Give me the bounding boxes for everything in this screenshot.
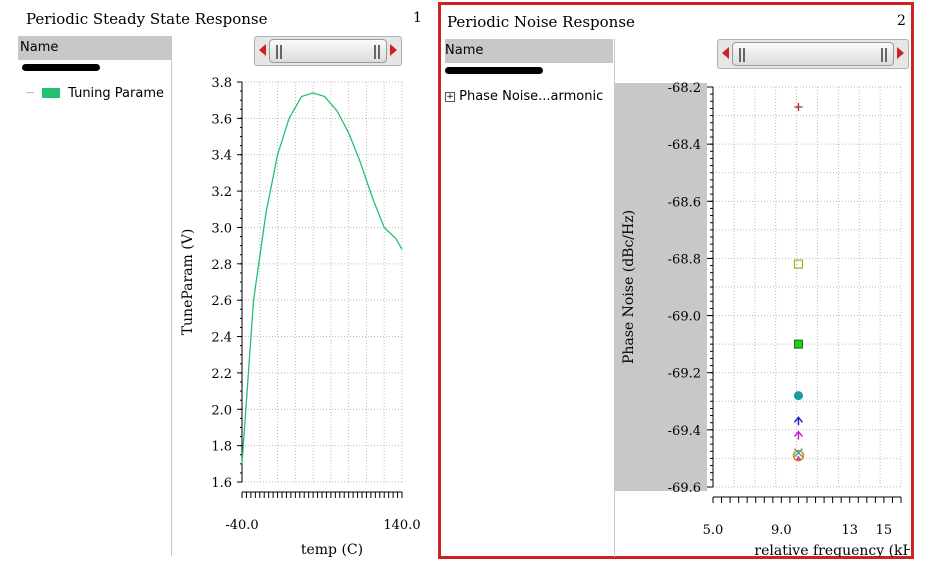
panel-title: Periodic Steady State Response — [26, 10, 268, 28]
y-tick-label: 3.2 — [211, 185, 232, 200]
panel-number: 2 — [897, 13, 906, 29]
scroll-right-icon[interactable] — [897, 47, 904, 59]
series-swatch-icon — [41, 88, 60, 98]
y-tick-label: -69.2 — [668, 367, 701, 382]
y-tick-label: 2.4 — [211, 331, 232, 346]
x-tick-label: 13 — [841, 523, 858, 538]
y-tick-label: -69.4 — [668, 424, 701, 439]
y-axis-label: Phase Noise (dBc/Hz) — [621, 210, 637, 364]
name-column-header[interactable]: Name — [18, 36, 172, 60]
scroll-left-icon[interactable] — [259, 44, 266, 56]
y-tick-label: -69.6 — [668, 481, 701, 496]
y-tick-label: -68.6 — [668, 195, 701, 210]
y-tick-label: -69.0 — [668, 310, 701, 325]
horizontal-scrollbar[interactable] — [254, 36, 402, 66]
expand-plus-icon[interactable]: + — [445, 92, 455, 102]
x-axis-label: temp (C) — [301, 542, 363, 558]
tree-item-phase-noise[interactable]: + Phase Noise...armonic — [445, 89, 615, 104]
scroll-left-icon[interactable] — [722, 47, 729, 59]
x-tick-label: 9.0 — [771, 523, 792, 538]
y-tick-label: -68.2 — [668, 81, 701, 96]
tree-item-label: Tuning Parame — [68, 86, 164, 101]
x-tick-label: -40.0 — [225, 518, 258, 533]
data-point-7 — [793, 448, 803, 458]
horizontal-scrollbar[interactable] — [717, 39, 909, 69]
chart-phase-noise: -69.6 -69.4 -69.2 -69.0 -68.8 -68.6 -68.4 -68.2… — [615, 81, 910, 557]
y-tick-label: 3.8 — [211, 76, 232, 91]
tree-item-label: Phase Noise...armonic — [459, 89, 604, 104]
x-tick-label: 15 — [876, 523, 893, 538]
data-point-5 — [793, 416, 804, 426]
column-divider — [171, 36, 172, 556]
data-point-8 — [792, 449, 805, 462]
data-point-2 — [793, 259, 804, 269]
redacted-item — [445, 67, 543, 74]
panel-title: Periodic Noise Response — [447, 13, 635, 31]
y-tick-label: -68.8 — [668, 252, 701, 267]
y-tick-label: 2.2 — [211, 367, 232, 382]
redacted-item — [22, 64, 100, 71]
y-tick-label: 3.6 — [211, 112, 232, 127]
x-axis-label: relative frequency (kHz) — [754, 543, 910, 557]
y-tick-label: 2.8 — [211, 258, 232, 273]
panel-periodic-steady-state: Periodic Steady State Response 1 Name ┈ … — [0, 0, 432, 567]
y-axis-label: TuneParam (V) — [180, 229, 196, 336]
series-line-tuneparam — [241, 92, 403, 464]
data-point-1 — [794, 103, 803, 111]
x-tick-label: 140.0 — [383, 518, 420, 533]
y-tick-label: 3.4 — [211, 149, 232, 164]
y-tick-label: 3.0 — [211, 221, 232, 236]
y-axis-band — [615, 83, 707, 491]
y-tick-label: -68.4 — [668, 138, 701, 153]
panel-number: 1 — [413, 10, 422, 26]
data-point-4 — [793, 391, 803, 401]
x-tick-label: 5.0 — [703, 523, 724, 538]
panel-periodic-noise: Periodic Noise Response 2 Name + Phase N… — [438, 2, 914, 559]
tree-connector-icon: ┈ — [26, 86, 34, 101]
scroll-thumb[interactable] — [269, 39, 387, 63]
data-point-6 — [793, 430, 804, 440]
chart-tuning-param: 1.6 1.8 2.0 2.2 2.4 2.6 2.8 3.0 3.2 3.4 3.6 3.8 -40.… — [180, 76, 421, 558]
column-divider — [614, 39, 615, 557]
y-tick-label: 1.8 — [211, 440, 232, 455]
scroll-thumb[interactable] — [732, 42, 894, 66]
y-tick-label: 2.0 — [211, 403, 232, 418]
y-tick-label: 2.6 — [211, 294, 232, 309]
data-point-9 — [795, 455, 802, 461]
y-tick-label: 1.6 — [211, 476, 232, 491]
tree-item-tuning-param[interactable]: ┈ Tuning Parame — [26, 86, 172, 101]
data-point-3 — [793, 339, 803, 349]
scroll-right-icon[interactable] — [390, 44, 397, 56]
name-column-header[interactable]: Name — [445, 39, 613, 63]
